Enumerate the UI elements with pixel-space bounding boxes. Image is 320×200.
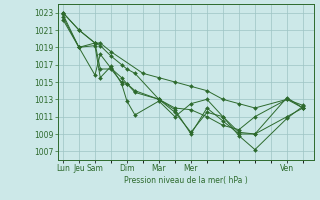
X-axis label: Pression niveau de la mer( hPa ): Pression niveau de la mer( hPa ): [124, 176, 247, 185]
